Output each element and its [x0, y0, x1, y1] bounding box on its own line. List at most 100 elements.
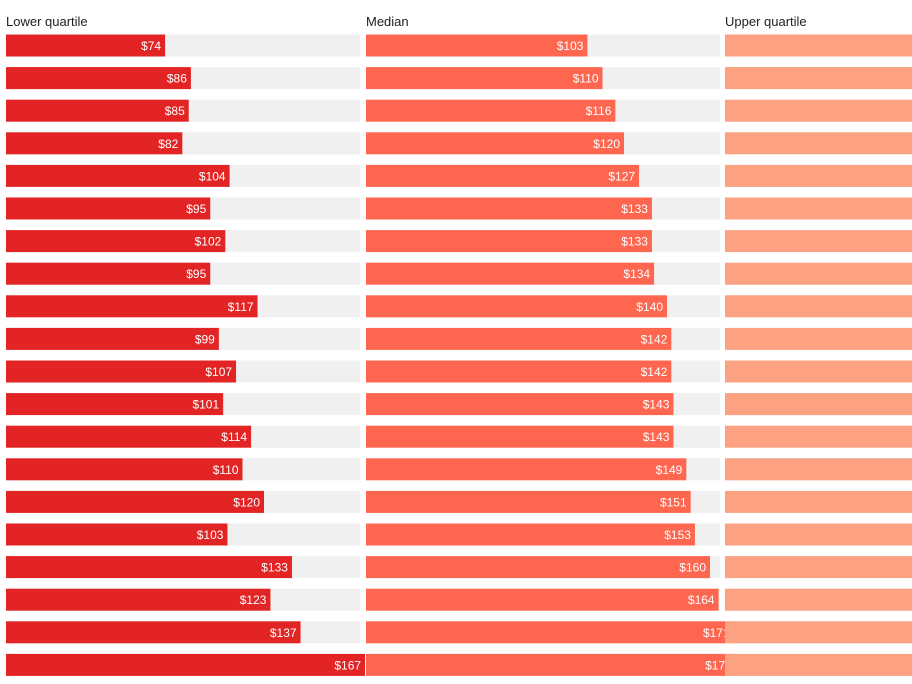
lower-quartile-bar — [6, 67, 191, 90]
lower-quartile-bar — [6, 230, 226, 253]
median-header: Median — [366, 14, 409, 29]
upper-quartile-bar — [725, 132, 912, 155]
median-bar — [366, 67, 603, 90]
lower-quartile-value-label: $167 — [334, 658, 361, 672]
lower-quartile-value-label: $137 — [270, 626, 297, 640]
median-bar — [366, 556, 710, 579]
median-bar — [366, 458, 687, 481]
upper-quartile-bar — [725, 653, 912, 676]
upper-quartile-bar — [725, 230, 912, 253]
lower-quartile-header: Lower quartile — [6, 14, 88, 29]
median-value-label: $134 — [623, 267, 650, 281]
lower-quartile-bar — [6, 393, 224, 416]
upper-quartile-bar — [725, 67, 912, 90]
lower-quartile-value-label: $82 — [158, 137, 178, 151]
lower-quartile-bar — [6, 490, 264, 513]
median-value-label: $151 — [660, 495, 687, 509]
upper-quartile-bar — [725, 327, 912, 350]
median-bar — [366, 34, 588, 57]
lower-quartile-value-label: $74 — [141, 39, 161, 53]
median-bar — [366, 295, 667, 318]
median-bar — [366, 393, 674, 416]
upper-quartile-bar — [725, 425, 912, 448]
lower-quartile-bar — [6, 556, 292, 579]
lower-quartile-value-label: $86 — [167, 72, 187, 86]
upper-quartile-bar — [725, 99, 912, 122]
median-value-label: $133 — [621, 202, 648, 216]
median-value-label: $153 — [664, 528, 691, 542]
lower-quartile-value-label: $95 — [186, 202, 206, 216]
upper-quartile-bar — [725, 621, 912, 644]
lower-quartile-value-label: $120 — [233, 495, 260, 509]
median-value-label: $171 — [703, 626, 730, 640]
lower-quartile-value-label: $123 — [240, 593, 267, 607]
lower-quartile-value-label: $101 — [192, 398, 219, 412]
median-bar — [366, 197, 652, 220]
lower-quartile-bar — [6, 425, 252, 448]
lower-quartile-bar — [6, 360, 237, 383]
median-value-label: $110 — [573, 72, 599, 86]
upper-quartile-bar — [725, 197, 912, 220]
median-value-label: $133 — [621, 235, 648, 249]
upper-quartile-bar — [725, 262, 912, 285]
lower-quartile-value-label: $107 — [205, 365, 232, 379]
median-value-label: $103 — [557, 39, 584, 53]
median-bar — [366, 523, 695, 546]
median-value-label: $149 — [656, 463, 683, 477]
lower-quartile-bar — [6, 262, 211, 285]
lower-quartile-bar — [6, 327, 219, 350]
upper-quartile-bar — [725, 523, 912, 546]
upper-quartile-header: Upper quartile — [725, 14, 807, 29]
lower-quartile-bar — [6, 132, 183, 155]
lower-quartile-bar — [6, 653, 366, 676]
lower-quartile-value-label: $110 — [213, 463, 239, 477]
lower-quartile-bar — [6, 34, 166, 57]
median-bar — [366, 425, 674, 448]
lower-quartile-bar — [6, 523, 228, 546]
lower-quartile-value-label: $114 — [221, 430, 247, 444]
median-bar — [366, 99, 616, 122]
lower-quartile-value-label: $133 — [261, 561, 288, 575]
lower-quartile-bar — [6, 197, 211, 220]
lower-quartile-bar — [6, 621, 301, 644]
median-bar — [366, 164, 640, 187]
lower-quartile-value-label: $85 — [165, 104, 185, 118]
upper-quartile-bar — [725, 393, 912, 416]
upper-quartile-bar — [725, 360, 912, 383]
median-value-label: $142 — [641, 365, 668, 379]
median-bar — [366, 262, 655, 285]
median-value-label: $116 — [586, 104, 612, 118]
median-value-label: $160 — [679, 561, 706, 575]
lower-quartile-value-label: $117 — [228, 300, 254, 314]
upper-quartile-bar — [725, 490, 912, 513]
upper-quartile-bar — [725, 295, 912, 318]
lower-quartile-value-label: $104 — [199, 169, 226, 183]
median-value-label: $143 — [643, 398, 670, 412]
median-value-label: $142 — [641, 332, 668, 346]
median-bar — [366, 588, 719, 611]
median-bar — [366, 230, 652, 253]
upper-quartile-bar — [725, 556, 912, 579]
median-bar — [366, 360, 672, 383]
lower-quartile-value-label: $95 — [186, 267, 206, 281]
lower-quartile-bar — [6, 99, 189, 122]
lower-quartile-bar — [6, 164, 230, 187]
lower-quartile-bar — [6, 295, 258, 318]
median-bar — [366, 490, 691, 513]
lower-quartile-bar — [6, 458, 243, 481]
median-value-label: $164 — [688, 593, 715, 607]
upper-quartile-bar — [725, 588, 912, 611]
lower-quartile-value-label: $103 — [197, 528, 224, 542]
upper-quartile-bar — [725, 164, 912, 187]
lower-quartile-value-label: $99 — [195, 332, 215, 346]
median-bar — [366, 327, 672, 350]
median-bar — [366, 621, 734, 644]
median-bar — [366, 653, 736, 676]
upper-quartile-bar — [725, 458, 912, 481]
upper-quartile-bar — [725, 34, 912, 57]
median-value-label: $140 — [636, 300, 663, 314]
median-value-label: $143 — [643, 430, 670, 444]
lower-quartile-bar — [6, 588, 271, 611]
median-bar — [366, 132, 624, 155]
